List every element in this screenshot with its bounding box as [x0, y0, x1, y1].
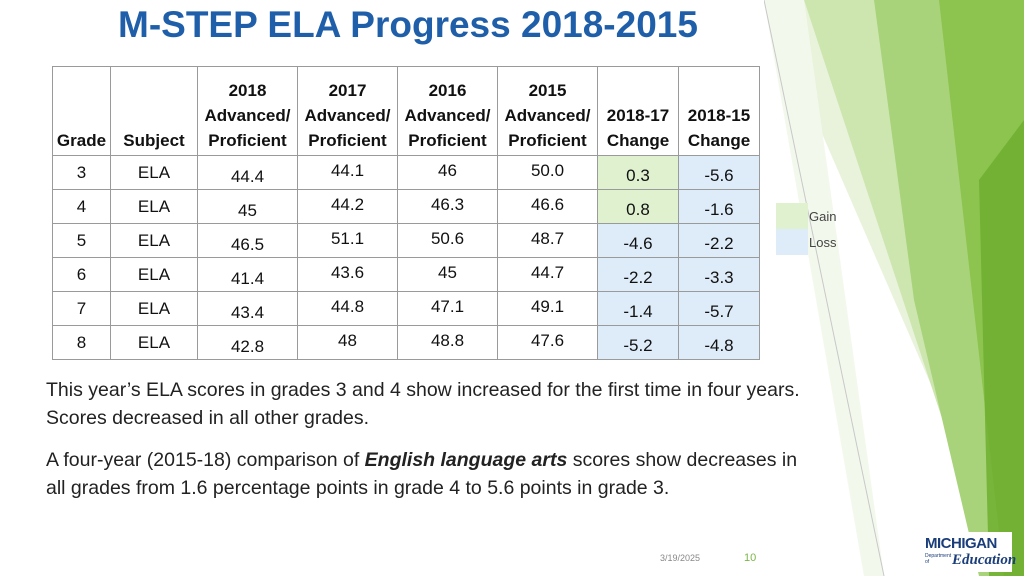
michigan-education-logo: MICHIGAN Department of Education	[922, 532, 1016, 572]
cell-change-2018-15: -3.3	[678, 257, 760, 292]
table-row: 5 ELA 46.5 51.1 50.6 48.7 -4.6 -2.2	[52, 223, 760, 258]
page-title: M-STEP ELA Progress 2018-2015	[118, 4, 698, 45]
cell-grade: 5	[52, 223, 111, 258]
logo-small: Department of	[925, 553, 952, 565]
page-number: 10	[744, 552, 757, 564]
logo-line1: MICHIGAN	[925, 535, 997, 552]
footer-date: 3/19/2025	[660, 553, 701, 563]
cell-change-2018-15: -1.6	[678, 189, 760, 224]
table-header-row: Grade Subject 2018 Advanced/Proficient 20…	[52, 66, 760, 156]
cell-2018: 42.8	[197, 325, 298, 360]
decorative-background-shapes	[764, 0, 1024, 576]
results-table: Grade Subject 2018 Advanced/Proficient 20…	[52, 66, 760, 360]
cell-2015: 46.6	[497, 189, 598, 224]
header-2015: 2015 Advanced/Proficient	[497, 66, 598, 156]
legend-loss-swatch	[776, 229, 808, 255]
cell-2018: 45	[197, 189, 298, 224]
cell-grade: 6	[52, 257, 111, 292]
cell-change-2018-17: -1.4	[597, 291, 679, 326]
legend-gain-label: Gain	[809, 208, 837, 224]
legend-gain: Gain	[776, 203, 836, 229]
comparison-paragraph: A four-year (2015-18) comparison of Engl…	[46, 449, 798, 499]
legend-loss-label: Loss	[809, 234, 837, 250]
cell-2017: 43.6	[297, 257, 398, 292]
table-row: 3 ELA 44.4 44.1 46 50.0 0.3 -5.6	[52, 155, 760, 190]
cell-2018: 43.4	[197, 291, 298, 326]
cell-2015: 50.0	[497, 155, 598, 190]
cell-2017: 48	[297, 325, 398, 360]
table-row: 7 ELA 43.4 44.8 47.1 49.1 -1.4 -5.7	[52, 291, 760, 326]
cell-2016: 48.8	[397, 325, 498, 360]
cell-subject: ELA	[110, 291, 198, 326]
cell-grade: 3	[52, 155, 111, 190]
cell-change-2018-17: 0.8	[597, 189, 679, 224]
cell-grade: 8	[52, 325, 111, 360]
header-subject: Subject	[110, 66, 198, 156]
header-2017: 2017 Advanced/Proficient	[297, 66, 398, 156]
cell-2018: 41.4	[197, 257, 298, 292]
cell-subject: ELA	[110, 223, 198, 258]
header-change-2018-17: 2018-17 Change	[597, 66, 679, 156]
emphasis-text: English language arts	[364, 449, 568, 471]
cell-subject: ELA	[110, 155, 198, 190]
cell-2016: 46	[397, 155, 498, 190]
header-grade: Grade	[52, 66, 111, 156]
cell-2016: 47.1	[397, 291, 498, 326]
cell-2015: 44.7	[497, 257, 598, 292]
cell-2016: 46.3	[397, 189, 498, 224]
table-row: 4 ELA 45 44.2 46.3 46.6 0.8 -1.6	[52, 189, 760, 224]
cell-subject: ELA	[110, 325, 198, 360]
cell-2015: 48.7	[497, 223, 598, 258]
cell-2015: 49.1	[497, 291, 598, 326]
summary-paragraph: This year’s ELA scores in grades 3 and 4…	[46, 379, 800, 429]
cell-grade: 7	[52, 291, 111, 326]
cell-2016: 50.6	[397, 223, 498, 258]
header-2016: 2016 Advanced/Proficient	[397, 66, 498, 156]
cell-2017: 44.2	[297, 189, 398, 224]
cell-2017: 44.8	[297, 291, 398, 326]
cell-subject: ELA	[110, 257, 198, 292]
cell-2015: 47.6	[497, 325, 598, 360]
cell-grade: 4	[52, 189, 111, 224]
legend: Gain Loss	[776, 203, 836, 255]
cell-2016: 45	[397, 257, 498, 292]
cell-change-2018-15: -5.7	[678, 291, 760, 326]
cell-2017: 44.1	[297, 155, 398, 190]
cell-change-2018-17: -2.2	[597, 257, 679, 292]
header-2018: 2018 Advanced/Proficient	[197, 66, 298, 156]
table-row: 6 ELA 41.4 43.6 45 44.7 -2.2 -3.3	[52, 257, 760, 292]
legend-gain-swatch	[776, 203, 808, 229]
cell-subject: ELA	[110, 189, 198, 224]
table-row: 8 ELA 42.8 48 48.8 47.6 -5.2 -4.8	[52, 325, 760, 360]
logo-line2: Education	[952, 552, 1017, 568]
header-change-2018-15: 2018-15 Change	[678, 66, 760, 156]
cell-change-2018-15: -4.8	[678, 325, 760, 360]
cell-change-2018-17: 0.3	[597, 155, 679, 190]
cell-change-2018-17: -5.2	[597, 325, 679, 360]
legend-loss: Loss	[776, 229, 836, 255]
cell-change-2018-15: -5.6	[678, 155, 760, 190]
cell-change-2018-17: -4.6	[597, 223, 679, 258]
cell-2017: 51.1	[297, 223, 398, 258]
cell-2018: 44.4	[197, 155, 298, 190]
cell-2018: 46.5	[197, 223, 298, 258]
cell-change-2018-15: -2.2	[678, 223, 760, 258]
